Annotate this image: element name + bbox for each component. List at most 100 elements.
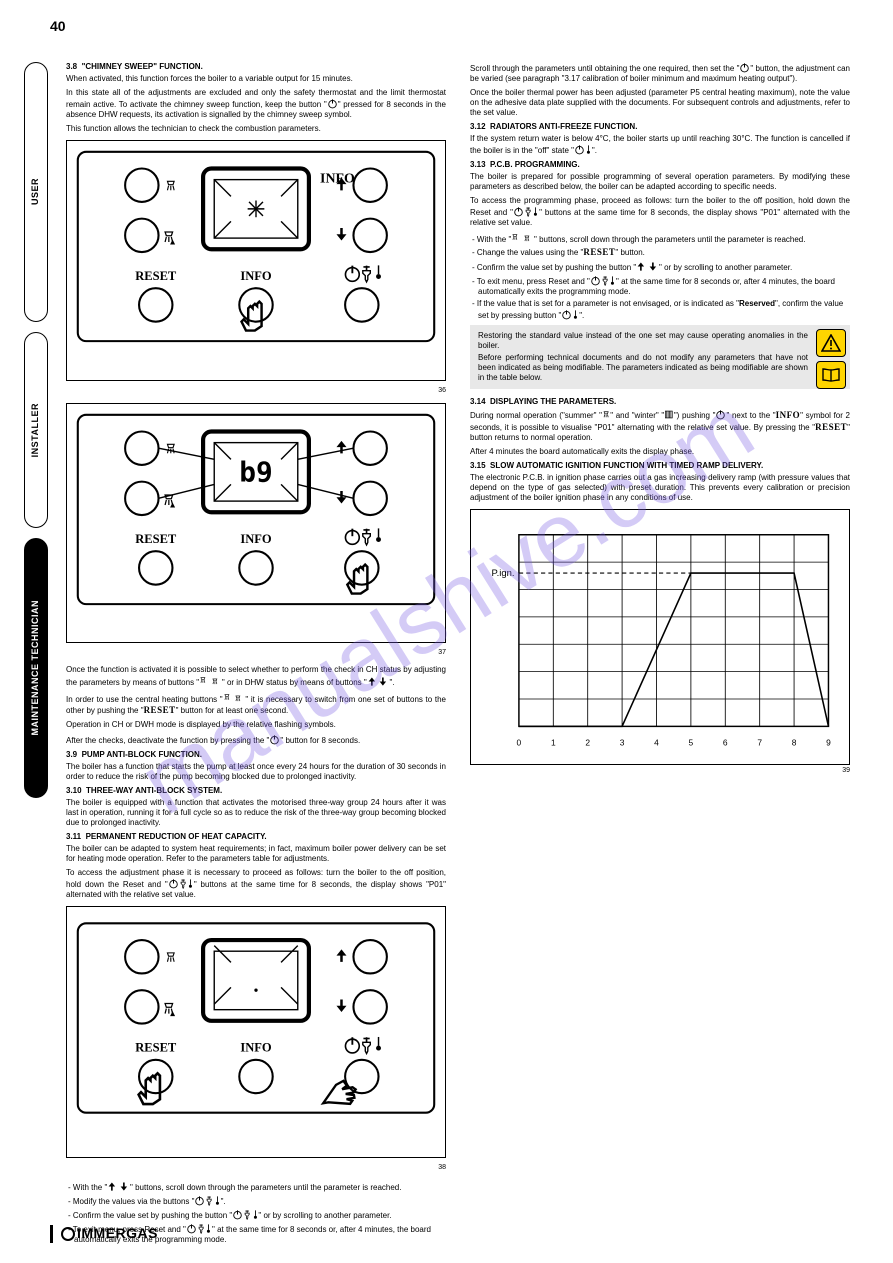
li: Change the values using the "RESET" butt…	[478, 247, 850, 258]
panel-37-svg: b9	[75, 412, 437, 635]
p: To access the adjustment phase it is nec…	[66, 868, 446, 900]
p: When activated, this function forces the…	[66, 74, 446, 84]
section-3-11-title: 3.11 PERMANENT REDUCTION OF HEAT CAPACIT…	[66, 832, 446, 842]
p: In this state all of the adjustments are…	[66, 88, 446, 120]
info-label: INFO	[776, 410, 801, 420]
dhw-up-icon	[199, 675, 210, 688]
power-icon	[590, 275, 601, 286]
ch-up-icon	[367, 675, 378, 688]
panel-fig38	[66, 906, 446, 1158]
p: Once the function is activated it is pos…	[66, 665, 446, 688]
power-icon	[715, 409, 726, 420]
chart-fig39: 0123456789P.ign.	[470, 509, 850, 766]
warning-icons	[816, 329, 846, 393]
thermometer-icon	[214, 1195, 221, 1206]
column-right: Scroll through the parameters until obta…	[470, 62, 850, 783]
panel-36-label: 36	[66, 387, 446, 396]
p: During normal operation ("summer" "" and…	[470, 409, 850, 443]
tap-icon	[179, 878, 187, 889]
p: Once the boiler thermal power has been a…	[470, 88, 850, 118]
down-arrow-icon	[119, 1180, 130, 1193]
p: To access the programming phase, proceed…	[470, 196, 850, 228]
section-3-13-title: 3.13 P.C.B. PROGRAMMING.	[470, 160, 850, 170]
ch-down-icon	[378, 675, 389, 688]
s313-list: With the "" buttons, scroll down through…	[470, 232, 850, 321]
warning-block: Restoring the standard value instead of …	[470, 325, 850, 389]
svg-text:7: 7	[757, 737, 762, 747]
svg-text:3: 3	[620, 737, 625, 747]
power-icon	[327, 98, 338, 109]
dhw-up-icon	[511, 232, 522, 245]
svg-text:INFO: INFO	[320, 171, 355, 186]
footer-brand: IMMERGAS	[50, 1225, 158, 1243]
dhw-down-icon	[234, 692, 245, 705]
svg-text:b9: b9	[239, 455, 273, 488]
power-icon	[513, 206, 524, 217]
p: This function allows the technician to c…	[66, 124, 446, 134]
p: The electronic P.C.B. in ignition phase …	[470, 473, 850, 503]
up-arrow-icon	[107, 1180, 118, 1193]
svg-text:4: 4	[654, 737, 659, 747]
tap-icon	[205, 1195, 213, 1206]
sect-text: "CHIMNEY SWEEP" FUNCTION.	[82, 62, 203, 71]
p: The boiler has a function that starts th…	[66, 762, 446, 782]
section-3-10-title: 3.10 THREE-WAY ANTI-BLOCK SYSTEM.	[66, 786, 446, 796]
p: The boiler is prepared for possible prog…	[470, 172, 850, 192]
power-icon	[194, 1195, 205, 1206]
warn-p2: Before performing technical documents an…	[478, 353, 808, 383]
power-icon	[186, 1223, 197, 1234]
section-3-8-title: 3.8 "CHIMNEY SWEEP" FUNCTION.	[66, 62, 446, 72]
svg-text:5: 5	[689, 737, 694, 747]
tap-icon	[243, 1209, 251, 1220]
p: Scroll through the parameters until obta…	[470, 62, 850, 84]
brand-text: IMMERGAS	[77, 1225, 158, 1243]
power-icon	[574, 144, 585, 155]
side-tab-maintenance: MAINTENANCE TECHNICIAN	[24, 538, 48, 798]
dhw-down-icon	[211, 675, 222, 688]
side-tab-installer: INSTALLER	[24, 332, 48, 528]
svg-text:9: 9	[826, 737, 831, 747]
svg-text:2: 2	[585, 737, 590, 747]
section-3-9-title: 3.9 PUMP ANTI-BLOCK FUNCTION.	[66, 750, 446, 760]
p: Operation in CH or DWH mode is displayed…	[66, 720, 446, 730]
warn-p1: Restoring the standard value instead of …	[478, 331, 808, 351]
p: If the system return water is below 4°C,…	[470, 134, 850, 156]
panel-fig37: b9	[66, 403, 446, 644]
svg-text:0: 0	[517, 737, 522, 747]
page-number: 40	[50, 18, 66, 36]
li: Confirm the value set by pushing the but…	[478, 260, 850, 273]
tap-icon	[524, 206, 532, 217]
side-tab-maintenance-label: MAINTENANCE TECHNICIAN	[30, 600, 41, 736]
chart-svg: 0123456789P.ign.	[481, 520, 839, 752]
li: With the "" buttons, scroll down through…	[478, 232, 850, 245]
side-tab-installer-label: INSTALLER	[30, 403, 41, 457]
section-3-15-title: 3.15 SLOW AUTOMATIC IGNITION FUNCTION WI…	[470, 461, 850, 471]
dhw-icon	[602, 409, 610, 420]
p: After 4 minutes the board automatically …	[470, 447, 850, 457]
panel-37-label: 37	[66, 649, 446, 658]
sect-num: 3.8	[66, 62, 77, 71]
p: After the checks, deactivate the functio…	[66, 734, 446, 746]
brand-ring-icon	[61, 1227, 75, 1241]
thermometer-icon	[187, 878, 194, 889]
tap-icon	[601, 275, 609, 286]
down-arrow-icon	[648, 260, 659, 273]
tap-icon	[197, 1223, 205, 1234]
li: Confirm the value set by pushing the but…	[74, 1209, 446, 1221]
power-icon	[561, 309, 572, 320]
column-left: 3.8 "CHIMNEY SWEEP" FUNCTION. When activ…	[66, 62, 446, 1249]
svg-text:6: 6	[723, 737, 728, 747]
reset-label: RESET	[815, 422, 847, 432]
dhw-up-icon	[223, 692, 234, 705]
thermometer-icon	[205, 1223, 212, 1234]
side-tab-user-label: USER	[30, 178, 41, 205]
p: The boiler is equipped with a function t…	[66, 798, 446, 828]
section-3-12-title: 3.12 RADIATORS ANTI-FREEZE FUNCTION.	[470, 122, 850, 132]
panel-fig36: INFO	[66, 140, 446, 381]
side-tab-user: USER	[24, 62, 48, 322]
svg-text:1: 1	[551, 737, 556, 747]
chart-39-label: 39	[470, 767, 850, 776]
power-icon	[739, 62, 750, 73]
section-3-14-title: 3.14 DISPLAYING THE PARAMETERS.	[470, 397, 850, 407]
li: With the "" buttons, scroll down through…	[74, 1180, 446, 1193]
